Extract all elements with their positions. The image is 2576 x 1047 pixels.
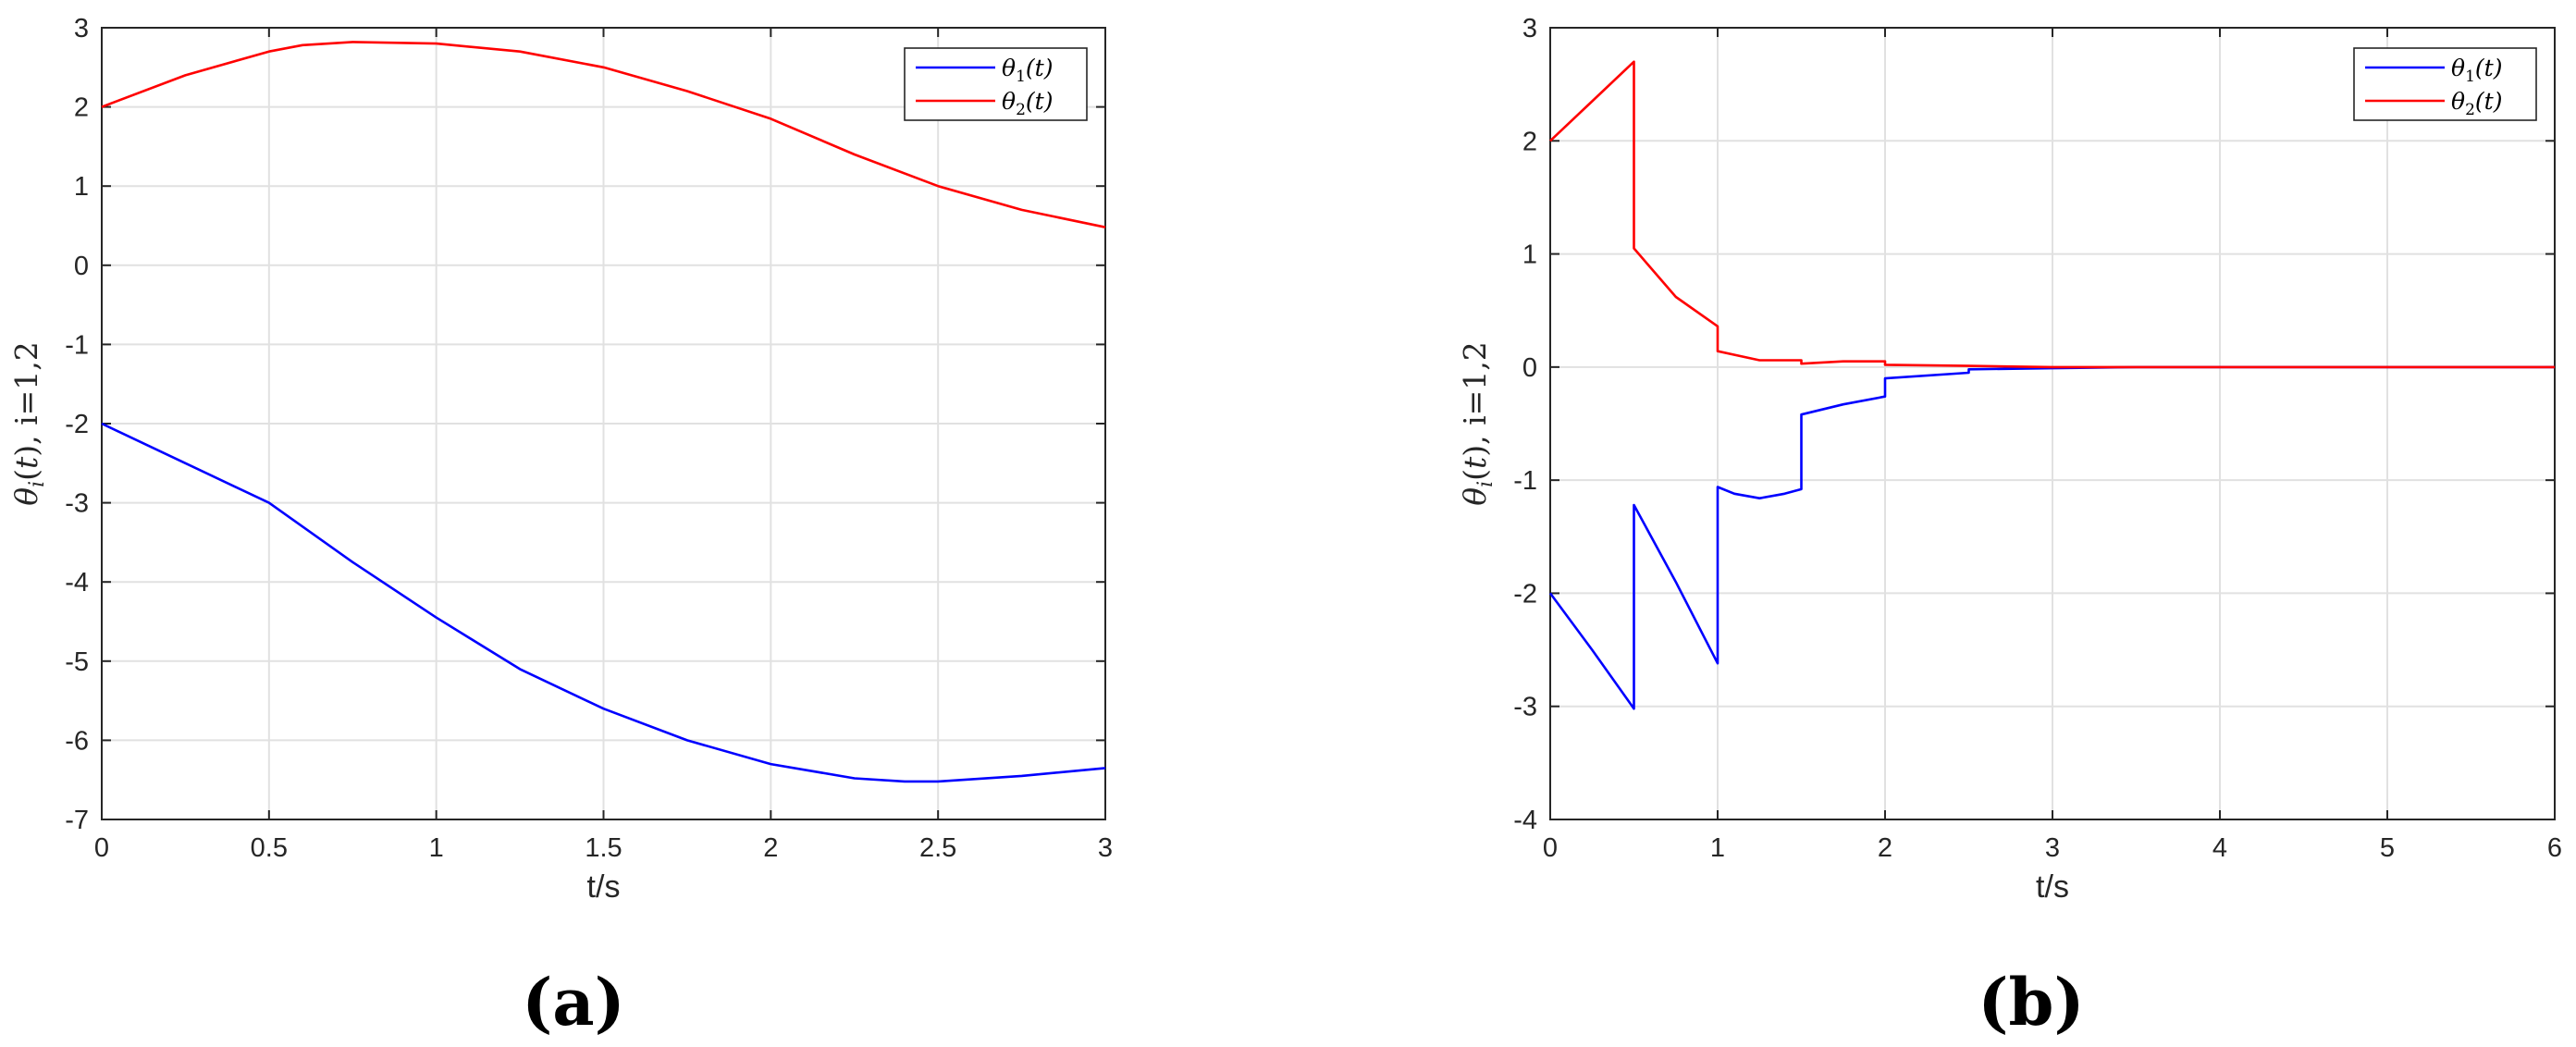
y-tick-label: 2 (1522, 127, 1537, 156)
y-tick-label: -4 (1513, 806, 1537, 835)
legend-a: θ1(t)θ2(t) (904, 47, 1088, 121)
y-tick-label: -1 (65, 330, 89, 360)
x-tick-label: 2.5 (919, 833, 956, 863)
grid-b (1549, 27, 2556, 820)
y-tick-label: -4 (65, 568, 89, 597)
legend-label-1: θ1(t) (2451, 55, 2502, 86)
ticks-a: 0 0.5 1 1.5 2 2.5 3 -7 -6 -5 -4 -3 -2 -1 0 1 2 3 (65, 14, 1113, 863)
y-tick-label: 1 (74, 172, 89, 202)
series-line-1 (101, 422, 1106, 783)
y-tick-label: -2 (1513, 579, 1537, 609)
x-tick-label: 0.5 (251, 833, 288, 863)
x-tick-label: 4 (2212, 833, 2227, 863)
legend-label-2: θ2(t) (1002, 88, 1053, 119)
y-tick-label: 1 (1522, 240, 1537, 270)
y-tick-label: -5 (65, 647, 89, 677)
y-tick-label: -1 (1513, 466, 1537, 496)
chart-panel-b: 0 1 2 3 4 5 6 -4 -3 -2 -1 0 1 2 3 t/s θi(t), i=1,2 θ1(… (1457, 14, 2562, 1041)
x-tick-label: 5 (2380, 833, 2395, 863)
series-line-2 (101, 41, 1106, 228)
x-tick-label: 1 (429, 833, 444, 863)
y-tick-label: -2 (65, 410, 89, 439)
series-b (1548, 60, 2555, 710)
y-tick-label: 0 (1522, 353, 1537, 383)
panel-label-a: (a) (522, 964, 625, 1041)
legend-b: θ1(t)θ2(t) (2353, 47, 2537, 121)
y-tick-label: -3 (1513, 693, 1537, 722)
y-tick-label: 2 (74, 93, 89, 123)
x-tick-label: 1.5 (585, 833, 622, 863)
x-axis-label-a: t/s (587, 869, 621, 905)
y-tick-label: -7 (65, 806, 89, 835)
x-tick-label: 0 (94, 833, 109, 863)
x-tick-label: 0 (1543, 833, 1558, 863)
x-tick-label: 3 (2045, 833, 2060, 863)
y-tick-label: -3 (65, 489, 89, 519)
x-tick-label: 2 (763, 833, 778, 863)
legend-label-1: θ1(t) (1002, 55, 1053, 86)
x-tick-label: 2 (1878, 833, 1892, 863)
x-axis-label-b: t/s (2036, 869, 2069, 905)
legend-box (904, 47, 1088, 121)
legend-label-2: θ2(t) (2451, 88, 2502, 119)
y-tick-label: 0 (74, 252, 89, 281)
x-tick-label: 1 (1710, 833, 1725, 863)
svg-text:θi(t), i=1,2: θi(t), i=1,2 (1457, 341, 1498, 506)
x-tick-label: 3 (1098, 833, 1113, 863)
panel-label-b: (b) (1978, 964, 2084, 1041)
y-tick-label: 3 (74, 14, 89, 43)
legend-box (2353, 47, 2537, 121)
svg-text:θi(t), i=1,2: θi(t), i=1,2 (8, 341, 49, 506)
y-tick-label: 3 (1522, 14, 1537, 43)
chart-panel-a: 0 0.5 1 1.5 2 2.5 3 -7 -6 -5 -4 -3 -2 -1 0 1 2 3 t/s θi(t… (8, 14, 1113, 1041)
y-axis-label-a: θi(t), i=1,2 (8, 341, 49, 506)
grid-a (101, 27, 1106, 820)
x-tick-label: 6 (2547, 833, 2562, 863)
y-axis-label-b: θi(t), i=1,2 (1457, 341, 1498, 506)
series-a (101, 41, 1106, 783)
series-line-2 (1549, 60, 2555, 369)
y-tick-label: -6 (65, 726, 89, 756)
